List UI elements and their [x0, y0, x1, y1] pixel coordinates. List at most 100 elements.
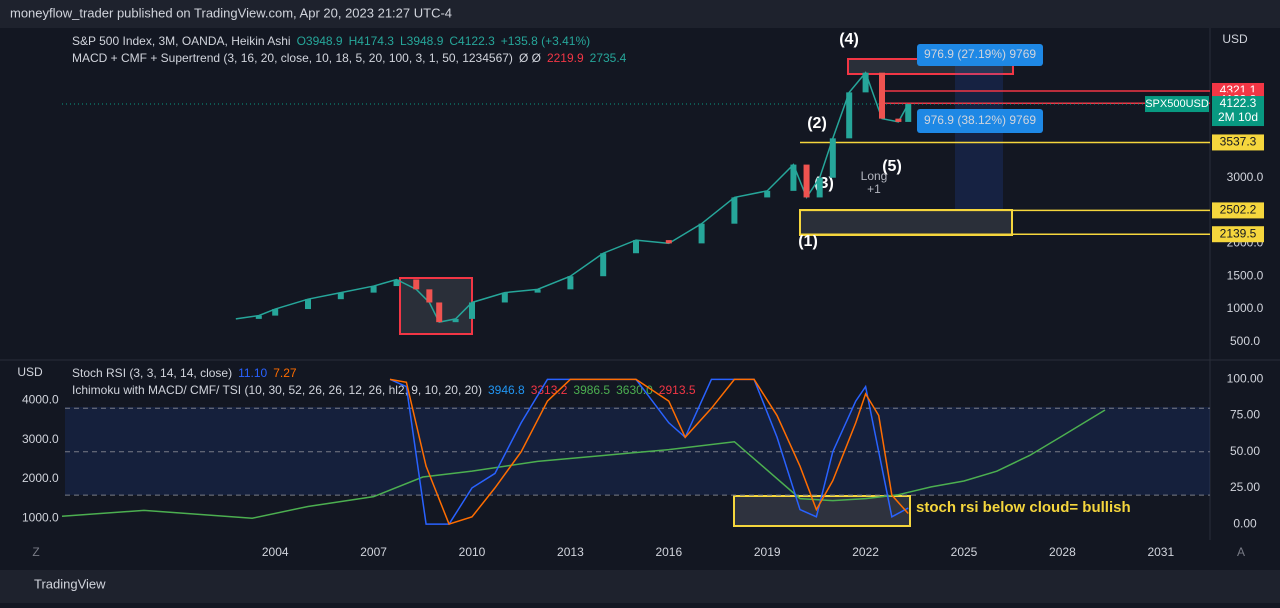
candle-body: [413, 279, 420, 290]
candle-body: [305, 299, 311, 310]
axis-unit: USD: [1222, 32, 1248, 46]
last-price: 4122.3: [1220, 96, 1257, 110]
candle-body: [829, 138, 836, 178]
level-label: 3537.3: [1220, 135, 1257, 149]
candle-body: [272, 309, 279, 316]
candle-body: [633, 240, 639, 254]
candle-body: [534, 289, 541, 293]
legend-text: L3948.9: [400, 34, 444, 48]
x-tick-label: 2013: [557, 545, 584, 559]
candle-body: [393, 279, 400, 287]
footer-bar: [0, 570, 1280, 603]
x-tick-label: 2019: [754, 545, 781, 559]
x-tick-label: 2028: [1049, 545, 1076, 559]
wave-label: (4): [839, 31, 859, 48]
y-tick-label: 3000.0: [1227, 170, 1264, 184]
measure-label: 976.9 (38.12%) 9769: [924, 113, 1036, 127]
highlight-box: [799, 209, 1013, 236]
candle-body: [469, 302, 475, 319]
y2-tick-label: 1000.0: [22, 510, 59, 524]
candle-body: [337, 292, 344, 300]
cloud: [65, 407, 1210, 495]
legend-text: 3630.0: [616, 383, 653, 397]
y-tick-label: 50.00: [1230, 444, 1260, 458]
symbol: SPX500USD: [1145, 98, 1209, 110]
note: stoch rsi below cloud= bullish: [916, 499, 1131, 516]
x-tick-label: 2010: [459, 545, 486, 559]
axis-unit: USD: [17, 365, 43, 379]
candle-body: [764, 190, 771, 198]
candle-body: [905, 104, 912, 122]
legend-text: S&P 500 Index, 3M, OANDA, Heikin Ashi: [72, 34, 291, 48]
y-tick-label: 75.00: [1230, 408, 1260, 422]
measure-box: [917, 44, 1043, 66]
candle-body: [665, 240, 672, 244]
level-tag: [1212, 202, 1264, 219]
y-tick-label: 500.0: [1230, 334, 1260, 348]
candle-body: [452, 318, 459, 323]
candle-body: [803, 164, 810, 198]
legend-text: O3948.9: [297, 34, 343, 48]
legend-text: Stoch RSI (3, 3, 14, 14, close): [72, 366, 232, 380]
candle-body: [879, 72, 885, 119]
x-tick-label: 2016: [655, 545, 682, 559]
y-tick-label: 1500.0: [1227, 268, 1264, 282]
candle-body: [895, 118, 902, 122]
measure-area: [955, 64, 1003, 209]
candle-body: [816, 177, 823, 198]
signal-label: Long: [861, 169, 888, 183]
level-tag: [1212, 226, 1264, 243]
wave-label: (1): [798, 233, 818, 250]
x-tick-label: 2022: [852, 545, 879, 559]
candle-body: [436, 302, 443, 323]
candle-body: [846, 92, 853, 139]
x-tick-label: 2031: [1147, 545, 1174, 559]
measure-label: 976.9 (27.19%) 9769: [924, 47, 1036, 61]
publisher: moneyflow_trader published on TradingVie…: [10, 5, 452, 20]
corner-button[interactable]: Z: [32, 545, 39, 559]
legend-text: +135.8 (+3.41%): [501, 34, 590, 48]
level-tag: [1212, 134, 1264, 151]
candle-body: [698, 223, 705, 244]
legend-text: Ichimoku with MACD/ CMF/ TSI (10, 30, 52…: [72, 383, 482, 397]
legend-text: 2735.4: [590, 51, 627, 65]
brand: TradingView: [34, 576, 106, 591]
candle-body: [862, 72, 869, 93]
wave-label: (2): [807, 115, 827, 132]
y-tick-label: 100.00: [1227, 372, 1264, 386]
legend-text: 2913.5: [659, 383, 696, 397]
legend-text: 3946.8: [488, 383, 525, 397]
x-tick-label: 2007: [360, 545, 387, 559]
y2-tick-label: 3000.0: [22, 432, 59, 446]
candle-body: [600, 253, 607, 277]
y-tick-label: 0.00: [1233, 516, 1257, 530]
y2-tick-label: 2000.0: [22, 471, 59, 485]
legend-text: Ø Ø: [519, 51, 541, 65]
candle-body: [731, 197, 738, 224]
candle-body: [426, 289, 433, 303]
legend-text: H4174.3: [349, 34, 395, 48]
legend-text: 11.10: [238, 366, 267, 380]
measure-box: [917, 109, 1043, 133]
x-tick-label: 2025: [951, 545, 978, 559]
series-line: [61, 409, 1106, 519]
candle-body: [255, 315, 262, 319]
legend-text: 2219.9: [547, 51, 584, 65]
candle-body: [567, 276, 574, 290]
symbol-tag: [1145, 96, 1209, 113]
price-tag: [1212, 96, 1264, 127]
level-label: 2139.5: [1220, 226, 1257, 240]
corner-button[interactable]: A: [1237, 545, 1245, 559]
legend-text: MACD + CMF + Supertrend (3, 16, 20, clos…: [72, 51, 513, 65]
wave-label: (5): [882, 158, 902, 175]
level-label: 2502.2: [1220, 203, 1257, 217]
legend-text: 3313.2: [531, 383, 568, 397]
series-line: [389, 378, 909, 526]
candle-body: [790, 164, 797, 191]
candle-body: [370, 286, 377, 293]
signal-count: +1: [867, 182, 881, 196]
y2-tick-label: 4000.0: [22, 393, 59, 407]
legend-text: 3986.5: [573, 383, 610, 397]
header-bar: [0, 0, 1280, 28]
